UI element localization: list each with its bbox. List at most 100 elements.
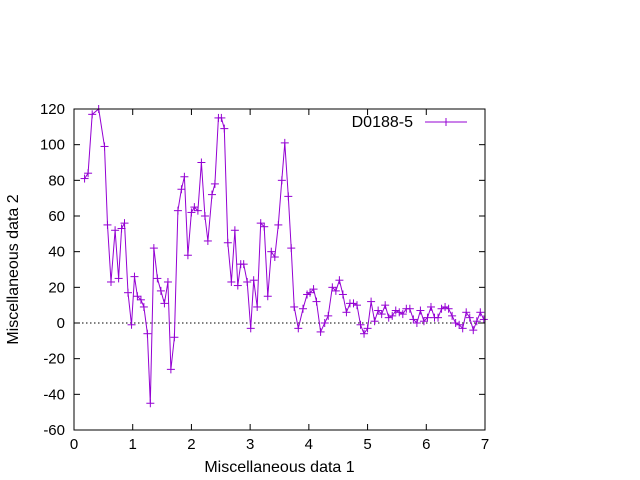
data-point xyxy=(100,142,109,151)
data-point xyxy=(448,311,457,320)
data-point xyxy=(451,319,460,327)
data-point xyxy=(263,292,272,301)
x-axis-label: Miscellaneous data 1 xyxy=(204,459,354,476)
data-point xyxy=(277,176,286,185)
series-layer xyxy=(80,105,488,408)
data-point xyxy=(106,277,115,286)
data-point xyxy=(405,304,414,313)
x-tick-label: 0 xyxy=(70,436,78,453)
data-point xyxy=(381,301,390,310)
data-point xyxy=(338,290,347,299)
data-point xyxy=(316,327,325,336)
y-tick-label: 80 xyxy=(48,172,65,189)
data-point xyxy=(367,297,376,306)
data-point xyxy=(267,247,276,256)
data-point xyxy=(111,226,120,235)
data-point xyxy=(200,212,209,220)
data-point xyxy=(462,308,471,317)
data-point xyxy=(455,320,464,329)
data-point xyxy=(353,301,362,310)
data-point xyxy=(124,288,133,297)
data-point xyxy=(223,238,232,247)
data-point xyxy=(398,310,407,319)
data-point xyxy=(146,399,155,408)
data-point xyxy=(309,285,318,294)
data-point xyxy=(210,179,219,188)
data-point xyxy=(217,113,226,122)
data-point xyxy=(328,283,337,292)
data-point xyxy=(391,306,400,315)
data-point xyxy=(133,292,142,301)
data-point xyxy=(312,297,321,306)
data-point xyxy=(374,306,383,315)
data-point xyxy=(412,319,421,327)
data-point xyxy=(370,317,379,326)
data-point xyxy=(227,277,236,286)
data-point xyxy=(180,172,189,181)
data-point xyxy=(476,308,485,317)
x-tick-label: 6 xyxy=(422,436,430,453)
data-point xyxy=(193,206,202,215)
y-tick-label: -40 xyxy=(43,386,65,403)
data-point xyxy=(203,236,212,245)
data-point xyxy=(472,317,481,326)
data-point xyxy=(426,302,435,311)
data-point xyxy=(153,274,162,283)
y-tick-label: -20 xyxy=(43,351,65,368)
data-point xyxy=(324,311,333,320)
data-point xyxy=(177,185,186,194)
y-tick-label: 100 xyxy=(40,137,65,154)
data-point xyxy=(306,288,315,297)
data-point xyxy=(246,324,255,333)
data-point xyxy=(331,286,340,295)
data-point xyxy=(270,253,279,262)
data-point xyxy=(163,277,172,286)
data-point xyxy=(136,295,145,304)
y-tick-label: 20 xyxy=(48,279,65,296)
legend-marker xyxy=(442,118,450,126)
data-point xyxy=(423,313,432,322)
data-point xyxy=(143,329,152,338)
data-point xyxy=(149,244,158,253)
data-point xyxy=(84,169,93,178)
data-point xyxy=(230,226,239,235)
data-point xyxy=(220,124,229,133)
y-axis-label: Miscellaneous data 2 xyxy=(5,194,22,344)
data-point xyxy=(469,326,478,335)
y-tick-label: 120 xyxy=(40,101,65,118)
data-point xyxy=(239,260,248,269)
plot-frame xyxy=(73,108,486,431)
data-point xyxy=(444,304,453,313)
legend-label: D0188-5 xyxy=(352,114,413,131)
x-tick-label: 3 xyxy=(246,436,254,453)
y-tick-label: 40 xyxy=(48,244,65,261)
data-point xyxy=(409,315,418,324)
data-point xyxy=(207,190,216,199)
data-point xyxy=(290,302,299,311)
data-point xyxy=(249,276,258,285)
y-axis-ticks: -60 -40 -20 0 20 40 60 80 100 120 xyxy=(40,101,485,439)
data-point xyxy=(363,324,372,333)
data-point xyxy=(280,138,289,147)
x-tick-label: 7 xyxy=(481,436,489,453)
y-tick-label: 60 xyxy=(48,208,65,225)
data-point xyxy=(479,315,488,324)
x-tick-label: 1 xyxy=(129,436,137,453)
y-tick-label: 0 xyxy=(57,315,65,332)
data-point xyxy=(183,251,192,260)
data-point xyxy=(434,313,443,322)
data-point xyxy=(130,272,139,281)
data-point xyxy=(458,324,467,333)
data-point xyxy=(127,320,136,329)
data-point xyxy=(395,308,404,317)
data-point xyxy=(465,313,474,322)
data-point xyxy=(294,324,303,333)
y-tick-label: -60 xyxy=(43,422,65,439)
data-point xyxy=(243,277,252,286)
data-point xyxy=(187,208,196,217)
data-point xyxy=(377,310,386,319)
data-point xyxy=(356,320,365,329)
data-point xyxy=(170,333,179,342)
data-point xyxy=(160,299,169,308)
